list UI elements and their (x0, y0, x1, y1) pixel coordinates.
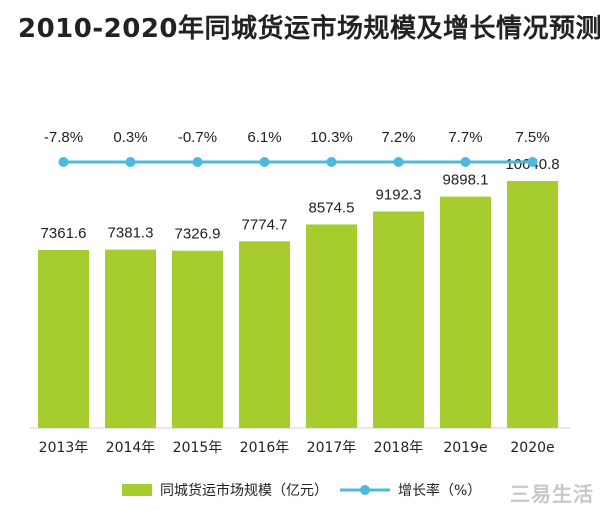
bar-2015年 (172, 250, 223, 428)
bar-2020e (507, 181, 558, 428)
bars-group (38, 181, 558, 428)
category-label: 2020e (510, 440, 554, 456)
legend: 同城货运市场规模（亿元） 增长率（%） (122, 482, 481, 499)
bar-2017年 (306, 224, 357, 428)
legend-line-marker (360, 485, 370, 495)
bar-2019e (440, 196, 491, 428)
bar-2013年 (38, 250, 89, 428)
legend-line-label: 增长率（%） (398, 482, 481, 499)
bar-value-label: 7381.3 (108, 225, 154, 242)
growth-rate-label: 7.5% (515, 129, 549, 146)
growth-rate-point (192, 157, 203, 167)
legend-bar-swatch (122, 484, 152, 496)
bar-value-label: 9192.3 (376, 186, 422, 203)
growth-rate-label: 0.3% (113, 129, 147, 146)
growth-rate-label: -7.8% (44, 129, 83, 146)
category-label: 2017年 (307, 440, 357, 456)
bar-value-label: 7774.7 (242, 216, 288, 233)
bar-value-label: 7326.9 (175, 226, 221, 243)
bar-2016年 (239, 241, 290, 428)
growth-rate-label: 7.7% (448, 129, 482, 146)
bar-value-label: 9898.1 (443, 172, 489, 189)
category-labels-group: 2013年 2014年 2015年 2016年 2017年 2018年 2019e 2020e (39, 440, 555, 456)
bar-labels-group: 7361.6 7381.3 7326.9 7774.7 8574.5 9192.3 9898… (41, 156, 560, 243)
bar-2018年 (373, 211, 424, 428)
chart-title: 2010-2020年同城货运市场规模及增长情况预测 (18, 14, 600, 44)
category-label: 2016年 (240, 440, 290, 456)
growth-rate-label: 7.2% (381, 129, 415, 146)
category-label: 2015年 (173, 440, 223, 456)
bar-2014年 (105, 249, 156, 428)
growth-rate-point (58, 157, 69, 167)
bar-value-label: 7361.6 (41, 225, 87, 242)
growth-rate-point (125, 157, 136, 167)
growth-rate-labels-group: -7.8% 0.3% -0.7% 6.1% 10.3% 7.2% 7.7% 7.5% (44, 129, 550, 146)
growth-rate-point (393, 157, 404, 167)
growth-rate-point (326, 157, 337, 167)
growth-rate-line-group (58, 157, 538, 167)
growth-rate-point (460, 157, 471, 167)
growth-rate-point (259, 157, 270, 167)
legend-bar-label: 同城货运市场规模（亿元） (160, 482, 328, 499)
category-label: 2018年 (374, 440, 424, 456)
growth-rate-label: -0.7% (178, 129, 217, 146)
growth-rate-label: 10.3% (310, 129, 353, 146)
growth-rate-label: 6.1% (247, 129, 281, 146)
watermark: 三易生活 (510, 482, 594, 506)
bar-value-label: 8574.5 (309, 199, 355, 216)
category-label: 2014年 (106, 440, 156, 456)
category-label: 2019e (443, 440, 487, 456)
category-label: 2013年 (39, 440, 89, 456)
growth-rate-point (527, 157, 538, 167)
